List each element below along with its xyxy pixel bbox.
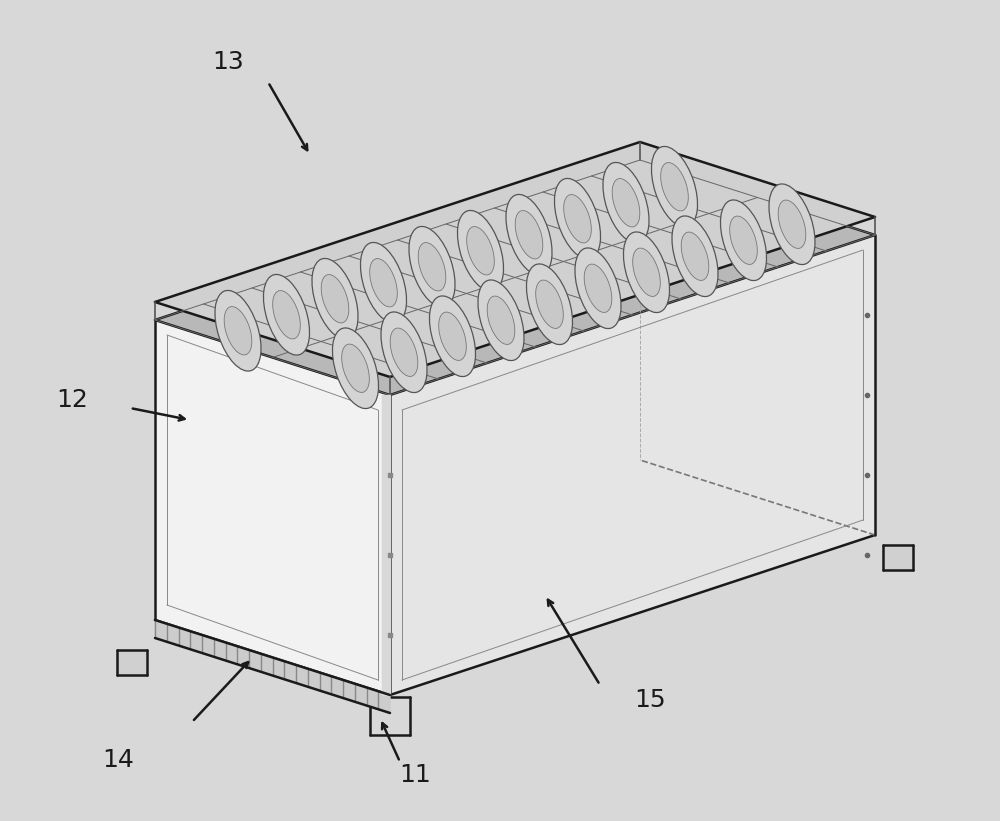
Ellipse shape bbox=[612, 178, 640, 227]
Polygon shape bbox=[155, 142, 875, 377]
Ellipse shape bbox=[321, 274, 349, 323]
Ellipse shape bbox=[623, 232, 670, 313]
Text: 11: 11 bbox=[399, 763, 431, 787]
Ellipse shape bbox=[575, 248, 621, 328]
Ellipse shape bbox=[730, 216, 757, 264]
Ellipse shape bbox=[457, 210, 504, 291]
Text: 13: 13 bbox=[212, 50, 244, 74]
Ellipse shape bbox=[720, 200, 767, 281]
Ellipse shape bbox=[429, 296, 476, 377]
Polygon shape bbox=[155, 620, 390, 713]
Ellipse shape bbox=[215, 291, 261, 371]
Polygon shape bbox=[390, 235, 875, 695]
Ellipse shape bbox=[487, 296, 515, 345]
Ellipse shape bbox=[536, 280, 563, 328]
Polygon shape bbox=[155, 160, 875, 395]
Text: 15: 15 bbox=[634, 688, 666, 712]
Ellipse shape bbox=[439, 312, 466, 360]
Ellipse shape bbox=[564, 195, 591, 243]
Ellipse shape bbox=[332, 328, 379, 409]
Ellipse shape bbox=[224, 306, 252, 355]
Ellipse shape bbox=[584, 264, 612, 313]
Text: 14: 14 bbox=[102, 748, 134, 772]
Polygon shape bbox=[155, 320, 390, 695]
Polygon shape bbox=[883, 545, 913, 570]
Polygon shape bbox=[117, 650, 147, 675]
Ellipse shape bbox=[554, 178, 601, 259]
Ellipse shape bbox=[478, 280, 524, 360]
Ellipse shape bbox=[778, 200, 806, 249]
Polygon shape bbox=[382, 395, 390, 695]
Ellipse shape bbox=[672, 216, 718, 296]
Ellipse shape bbox=[273, 291, 300, 339]
Ellipse shape bbox=[633, 248, 660, 296]
Ellipse shape bbox=[418, 242, 446, 291]
Ellipse shape bbox=[515, 210, 543, 259]
Ellipse shape bbox=[603, 163, 649, 243]
Ellipse shape bbox=[263, 274, 310, 355]
Ellipse shape bbox=[506, 195, 552, 275]
Ellipse shape bbox=[661, 163, 688, 211]
Ellipse shape bbox=[769, 184, 815, 264]
Ellipse shape bbox=[381, 312, 427, 392]
Ellipse shape bbox=[467, 227, 494, 275]
Ellipse shape bbox=[312, 259, 358, 339]
Ellipse shape bbox=[342, 344, 369, 392]
Ellipse shape bbox=[360, 242, 407, 323]
Text: 12: 12 bbox=[56, 388, 88, 412]
Ellipse shape bbox=[370, 259, 397, 307]
Ellipse shape bbox=[526, 264, 573, 345]
Ellipse shape bbox=[409, 227, 455, 307]
Ellipse shape bbox=[651, 146, 698, 227]
Ellipse shape bbox=[390, 328, 418, 377]
Ellipse shape bbox=[681, 232, 709, 281]
